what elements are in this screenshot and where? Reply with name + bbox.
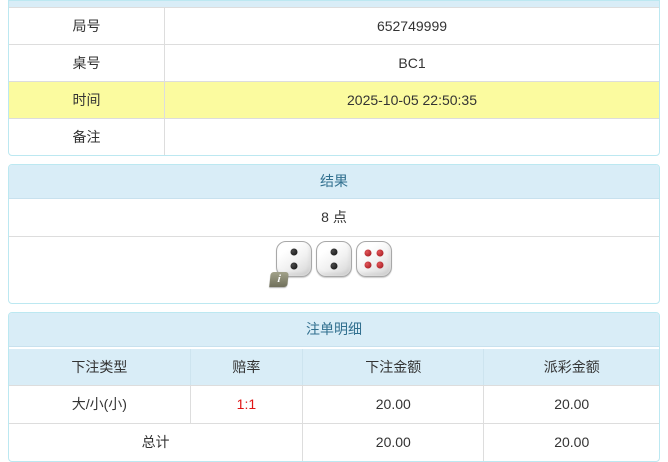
die-pip bbox=[330, 262, 338, 270]
round-number-value: 652749999 bbox=[376, 18, 448, 34]
die-pip bbox=[364, 261, 372, 269]
odds-header: 赔率 bbox=[189, 349, 302, 385]
result-panel-title: 结果 bbox=[9, 165, 659, 199]
die-pip bbox=[290, 248, 298, 256]
bet-row: 大/小(小) 1:1 20.00 20.00 bbox=[9, 385, 659, 423]
info-row-table: 桌号 BC1 bbox=[9, 44, 659, 81]
die-2-black bbox=[276, 241, 312, 277]
result-panel: 结果 8 点 i bbox=[8, 164, 660, 304]
result-points: 8 点 bbox=[9, 199, 659, 237]
cropped-panel-heading bbox=[9, 1, 659, 7]
dice-group: i bbox=[269, 241, 394, 287]
die-pip bbox=[376, 249, 384, 257]
bet-amount-value: 20.00 bbox=[302, 386, 483, 423]
time-value: 2025-10-05 22:50:35 bbox=[347, 92, 477, 108]
bet-amount-header: 下注金额 bbox=[302, 349, 483, 385]
table-number-value: BC1 bbox=[398, 55, 426, 71]
total-bet-amount: 20.00 bbox=[302, 424, 483, 461]
round-number-label: 局号 bbox=[9, 8, 165, 44]
payout-value: 20.00 bbox=[483, 386, 659, 423]
info-row-round: 局号 652749999 bbox=[9, 7, 659, 44]
remark-value bbox=[165, 119, 659, 155]
bet-details-panel: 注单明细 下注类型 赔率 下注金额 派彩金额 大/小(小) 1:1 20.00 … bbox=[8, 312, 660, 462]
dice-row: i bbox=[9, 237, 659, 303]
table-number-label: 桌号 bbox=[9, 45, 165, 81]
die-pip bbox=[330, 248, 338, 256]
payout-header: 派彩金额 bbox=[483, 349, 659, 385]
info-row-time: 时间 2025-10-05 22:50:35 bbox=[9, 81, 659, 118]
remark-label: 备注 bbox=[9, 119, 165, 155]
die-pip bbox=[364, 249, 372, 257]
info-row-remark: 备注 bbox=[9, 118, 659, 155]
total-label: 总计 bbox=[141, 434, 170, 450]
bet-panel-title: 注单明细 bbox=[9, 313, 659, 347]
game-info-panel: 局号 652749999 桌号 BC1 时间 2025-10-05 22:50:… bbox=[8, 0, 660, 156]
info-tooltip-icon[interactable]: i bbox=[269, 272, 289, 287]
total-payout: 20.00 bbox=[483, 424, 659, 461]
time-label: 时间 bbox=[9, 82, 165, 118]
die-2-black bbox=[316, 241, 352, 277]
die-pip bbox=[290, 262, 298, 270]
die-pip bbox=[376, 261, 384, 269]
bet-type-header: 下注类型 bbox=[71, 359, 128, 375]
bet-type-value: 大/小(小) bbox=[71, 396, 127, 412]
bet-header-row: 下注类型 赔率 下注金额 派彩金额 bbox=[9, 347, 659, 385]
odds-value: 1:1 bbox=[189, 386, 302, 423]
die-4-red bbox=[356, 241, 392, 277]
total-row: 总计 20.00 20.00 bbox=[9, 423, 659, 461]
